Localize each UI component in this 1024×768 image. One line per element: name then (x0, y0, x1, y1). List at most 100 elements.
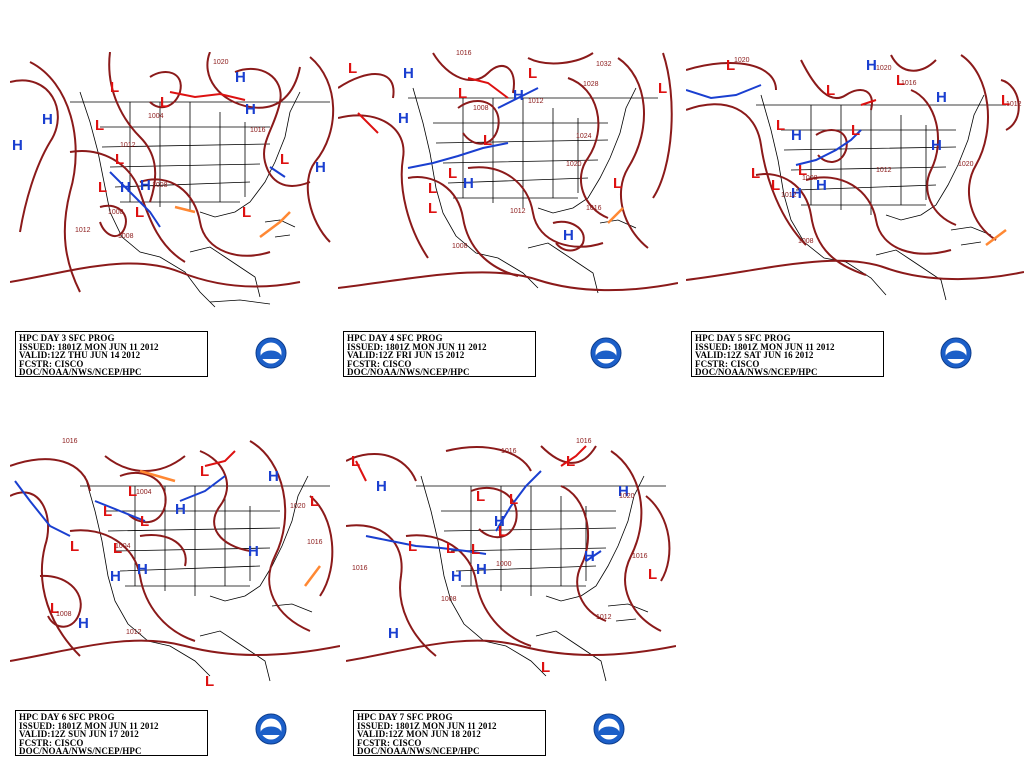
map-day6: H H H H H H L L L L L L L L L 1016 1004 … (10, 436, 340, 692)
low-center: L (113, 540, 122, 557)
valid-time: VALID:12Z MON JUN 18 2012 (357, 729, 481, 740)
pressure-label: 1016 (586, 205, 602, 212)
low-center: L (528, 65, 537, 82)
low-center: L (658, 80, 667, 97)
high-center: H (42, 111, 53, 128)
pressure-labels: 1020 1004 1008 1012 1008 1008 1012 1016 (75, 59, 266, 240)
fronts (355, 445, 602, 562)
high-center: H (268, 468, 279, 485)
pressure-label: 1000 (496, 561, 512, 568)
pressure-labels: 1016 1016 1016 1020 1016 1000 1008 1012 (352, 438, 648, 621)
pressure-label: 1016 (62, 438, 78, 445)
high-center: H (816, 177, 827, 194)
pressure-label: 1012 (126, 629, 142, 636)
low-center: L (448, 165, 457, 182)
high-center: H (513, 87, 524, 104)
low-center: L (446, 540, 455, 557)
pressure-label: 1008 (802, 175, 818, 182)
isobars (338, 52, 678, 292)
pressure-label: 1024 (576, 133, 592, 140)
low-center: L (613, 175, 622, 192)
panel-title: HPC DAY 3 SFC PROG (19, 333, 115, 343)
pressure-label: 1008 (452, 243, 468, 250)
fronts (357, 77, 624, 224)
pressure-centers: H H H H H H H L L L L L L L L L L (351, 453, 657, 676)
pressure-label: 1008 (798, 238, 814, 245)
issued-time: ISSUED: 1801Z MON JUN 11 2012 (357, 720, 497, 731)
pressure-label: 1012 (510, 208, 526, 215)
pressure-label: 1012 (876, 167, 892, 174)
coastline (408, 87, 658, 294)
low-center: L (471, 541, 480, 558)
high-center: H (398, 110, 409, 127)
valid-time: VALID:12Z FRI JUN 15 2012 (347, 350, 465, 361)
issued-time: ISSUED: 1801Z MON JUN 11 2012 (19, 341, 159, 352)
pressure-label: 1020 (290, 503, 306, 510)
high-center: H (563, 227, 574, 244)
issued-time: ISSUED: 1801Z MON JUN 11 2012 (347, 341, 487, 352)
map-day7-canvas: H H H H H H H L L L L L L L L L L 1016 1… (346, 438, 676, 682)
pressure-label: 1016 (307, 539, 323, 546)
agency: DOC/NOAA/NWS/NCEP/HPC (19, 367, 142, 378)
pressure-centers: H H H H H L L L L L L L L L (348, 60, 667, 244)
low-center: L (851, 122, 860, 139)
pressure-label: 1012 (528, 98, 544, 105)
high-center: H (248, 543, 259, 560)
low-center: L (115, 151, 124, 168)
low-center: L (310, 493, 319, 510)
isobars (10, 52, 335, 293)
panel-title: HPC DAY 5 SFC PROG (695, 333, 791, 343)
pressure-label: 1012 (120, 142, 136, 149)
info-box-day4: HPC DAY 4 SFC PROG ISSUED: 1801Z MON JUN… (343, 331, 536, 377)
pressure-centers: H H H H H H L L L L L L L L L (726, 57, 1010, 202)
low-center: L (476, 488, 485, 505)
agency: DOC/NOAA/NWS/NCEP/HPC (347, 367, 470, 378)
high-center: H (618, 483, 629, 500)
noaa-logo (593, 713, 625, 745)
high-center: H (463, 175, 474, 192)
low-center: L (726, 57, 735, 74)
map-day7: H H H H H H H L L L L L L L L L L 1016 1… (346, 436, 676, 692)
pressure-label: 1020 (213, 59, 229, 66)
low-center: L (205, 673, 214, 690)
pressure-label: 1020 (958, 161, 974, 168)
low-center: L (498, 523, 507, 540)
low-center: L (826, 82, 835, 99)
low-center: L (140, 513, 149, 530)
pressure-label: 1008 (108, 209, 124, 216)
pressure-label: 1008 (441, 596, 457, 603)
valid-time: VALID:12Z SUN JUN 17 2012 (19, 729, 139, 740)
info-box-day6: HPC DAY 6 SFC PROG ISSUED: 1801Z MON JUN… (15, 710, 208, 756)
high-center: H (245, 101, 256, 118)
low-center: L (1001, 92, 1010, 109)
low-center: L (483, 132, 492, 149)
isobars (686, 54, 1024, 281)
high-center: H (376, 478, 387, 495)
low-center: L (509, 491, 518, 508)
low-center: L (128, 483, 137, 500)
panel-title: HPC DAY 7 SFC PROG (357, 712, 453, 722)
pressure-label: 1004 (148, 113, 164, 120)
low-center: L (50, 600, 59, 617)
pressure-label: 1004 (136, 489, 152, 496)
high-center: H (140, 177, 151, 194)
high-center: H (315, 159, 326, 176)
pressure-label: 1012 (1006, 101, 1022, 108)
noaa-logo (255, 337, 287, 369)
low-center: L (280, 151, 289, 168)
issued-time: ISSUED: 1801Z MON JUN 11 2012 (19, 720, 159, 731)
valid-time: VALID:12Z THU JUN 14 2012 (19, 350, 141, 361)
pressure-label: 1008 (152, 182, 168, 189)
issued-time: ISSUED: 1801Z MON JUN 11 2012 (695, 341, 835, 352)
coastline (70, 91, 330, 308)
pressure-label: 1020 (619, 493, 635, 500)
low-center: L (541, 659, 550, 676)
map-day5-canvas: H H H H H H L L L L L L L L L 1020 1020 … (686, 54, 1024, 301)
high-center: H (931, 137, 942, 154)
low-center: L (200, 463, 209, 480)
pressure-label: 1016 (576, 438, 592, 445)
low-center: L (351, 453, 360, 470)
forecaster: FCSTR: CISCO (357, 737, 422, 748)
low-center: L (160, 94, 169, 111)
agency: DOC/NOAA/NWS/NCEP/HPC (19, 746, 142, 757)
